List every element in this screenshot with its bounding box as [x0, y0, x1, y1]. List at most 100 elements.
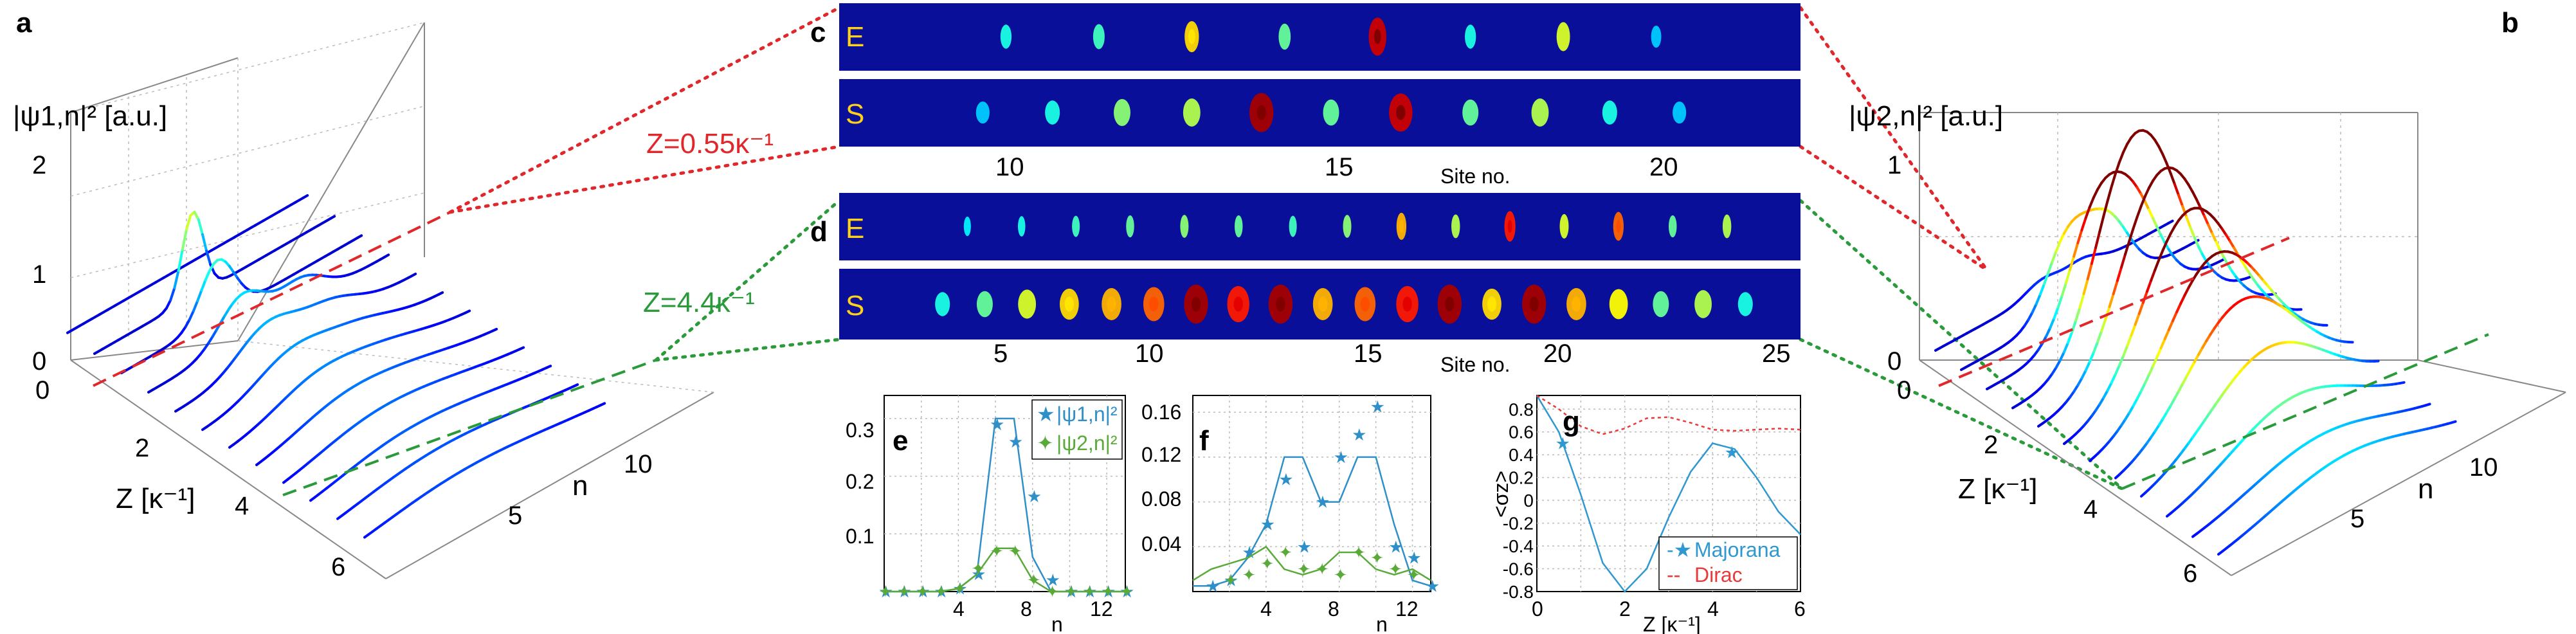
panel-label-c: c: [810, 17, 826, 48]
panel-c: c E S 10 15 20 Site no.: [810, 3, 1800, 188]
panel-label-d: d: [810, 216, 828, 248]
panel-f-xtick-1: 8: [1328, 597, 1339, 620]
panel-b-curve-seg: [2185, 367, 2192, 378]
panel-e-point-2: ✦: [971, 559, 985, 579]
panel-c-simulation-spot: [1114, 98, 1130, 127]
panel-f-ytick-3: 0.16: [1141, 401, 1181, 424]
panel-e: ★ ★ ★ ★ ★★★★★★★ ★ ★ ★✦ ✦ ✦ ✦ ✦✦✦ ✦✦✦ ✦ ✦ ✦ ✦ e 0.3 0.2 0…: [846, 395, 1134, 634]
panel-a-curve-seg: [185, 214, 192, 231]
panel-f-axes: [1192, 395, 1431, 592]
panel-b-curve-seg: [2128, 404, 2135, 414]
panel-b-curve-seg: [2169, 172, 2176, 186]
panel-b-curve-seg: [2130, 323, 2137, 337]
panel-f-point-1: ★: [1407, 549, 1422, 568]
panel-c-experiment-spot-core: [1188, 29, 1195, 44]
panel-d-simulation-spot-core: [1064, 296, 1075, 312]
panel-d-simulation-spot-core: [1149, 296, 1159, 312]
panel-f-grid: [1193, 395, 1431, 592]
panel-e-xtick-1: 8: [1020, 597, 1032, 620]
panel-b-curve-seg: [2173, 390, 2181, 400]
panel-a-zline-small: [93, 211, 451, 387]
panel-d-xtick-1: 10: [1135, 340, 1164, 368]
panel-a-curve-seg: [165, 298, 172, 310]
panel-b-curve-seg: [2098, 215, 2105, 233]
panel-b-curve-seg: [2088, 350, 2096, 363]
panel-b-curve-seg: [2157, 249, 2164, 262]
panel-b-curve-seg: [2181, 375, 2188, 385]
panel-b-curve-seg: [2136, 204, 2143, 219]
panel-b-curve-seg: [2051, 250, 2058, 264]
panel-g-line-1: [1536, 395, 1801, 593]
panel-b-curve-seg: [2165, 231, 2172, 243]
panel-d-simulation-spot-core: [1191, 296, 1201, 312]
panel-b-curve-seg: [2106, 185, 2113, 203]
panel-d-experiment-spot: [1343, 215, 1352, 238]
panel-d-experiment-spot: [963, 216, 971, 237]
panel-b-curve-seg: [2197, 245, 2204, 256]
panel-g-ytick-4: 0: [1523, 491, 1534, 511]
panel-e-legend-star-1: ★: [1037, 403, 1055, 426]
panel-g-legend-star: -★: [1667, 538, 1692, 561]
panel-c-simulation-spot: [1673, 101, 1687, 124]
panel-d-xtick-0: 5: [993, 340, 1008, 368]
panel-e-point-2: ✦: [1046, 583, 1060, 602]
panel-b-curve-seg: [2073, 241, 2080, 258]
panel-b-curve-seg: [2155, 347, 2163, 359]
panel-e-point-2: ✦: [952, 580, 966, 599]
panel-d-experiment-spot: [1669, 215, 1677, 238]
panel-d-simulation-spot-core: [1487, 296, 1497, 312]
panel-b-curve-seg: [2084, 360, 2091, 372]
panel-e-point-2: ✦: [916, 583, 930, 602]
panel-b-curve-seg: [2076, 228, 2083, 244]
panel-e-plot: ★ ★ ★ ★ ★★★★★★★ ★ ★ ★✦ ✦ ✦ ✦ ✦✦✦ ✦✦✦ ✦ ✦ ✦ ✦: [878, 415, 1134, 602]
panel-b-curve-seg: [2108, 292, 2115, 308]
panel-c-simulation-spots: [975, 93, 1687, 132]
panel-d-simulation-spot: [935, 292, 950, 316]
panel-e-point-1: ★: [971, 565, 986, 584]
panel-b-curve-seg: [2155, 225, 2163, 237]
panel-e-point-1: ★: [1008, 433, 1023, 452]
panel-g-legend-label-2: Dirac: [1694, 563, 1743, 586]
panel-d-simulation-spot-core: [1360, 296, 1370, 312]
panel-f-point-1: ★: [1425, 577, 1440, 596]
panel-b-xtick-2: 4: [2083, 495, 2098, 523]
panel-a-curve-seg: [204, 269, 211, 282]
panel-e-ytick-1: 0.2: [846, 470, 874, 493]
panel-e-ytick-2: 0.3: [846, 419, 874, 442]
panel-e-xtick-0: 4: [953, 597, 965, 620]
panel-a-curve-seg: [572, 383, 579, 388]
panel-b-curve-seg: [2215, 240, 2222, 252]
panel-b-curve-seg: [2170, 397, 2177, 407]
panel-f-point-2: ✦: [1260, 554, 1274, 574]
panel-f-point-1: ★: [1388, 538, 1403, 557]
panel-b-curve-seg: [2139, 195, 2146, 208]
panel-c-xtick-1: 15: [1325, 153, 1354, 181]
panel-e-point-2: ✦: [990, 542, 1004, 561]
panel-f-point-1: ★: [1297, 538, 1312, 557]
panel-a-curve-seg: [197, 218, 204, 236]
panel-c-simulation-spot: [1045, 100, 1060, 125]
panel-d-simulation-spot: [1694, 290, 1712, 318]
panel-f-point-1: ★: [1315, 493, 1330, 512]
panel-d-simulation-spot: [1737, 292, 1753, 316]
panel-c-experiment-spot: [1651, 25, 1662, 48]
panel-e-point-2: ✦: [1027, 571, 1041, 590]
panel-b-curve-seg: [2137, 301, 2145, 315]
panel-g-legend-dash: --: [1667, 563, 1680, 586]
panel-b-curve-seg: [2080, 217, 2087, 231]
panel-b-curve-seg: [2104, 305, 2111, 321]
panel-b-zline-large: [2121, 333, 2489, 490]
panel-d-experiment-strip: [839, 193, 1800, 260]
panel-b-curve-seg: [2172, 311, 2179, 322]
panel-e-point-1: ★: [990, 415, 1004, 435]
panel-b-curve-seg: [2132, 397, 2139, 408]
panel-a-xtick-2: 4: [235, 492, 249, 520]
panel-b-ztick-0: 0: [1887, 347, 1901, 376]
panel-b-curve-seg: [2154, 258, 2161, 271]
panel-f-ytick-0: 0.04: [1141, 532, 1181, 556]
panel-a-zline-large: [282, 359, 657, 496]
panel-f-xlabel: n: [1376, 613, 1388, 634]
panel-a-ztick-0: 0: [32, 347, 46, 376]
panel-a-zlabel: |ψ1,n|² [a.u.]: [13, 100, 167, 132]
panel-f-point-1: ★: [1370, 397, 1385, 417]
